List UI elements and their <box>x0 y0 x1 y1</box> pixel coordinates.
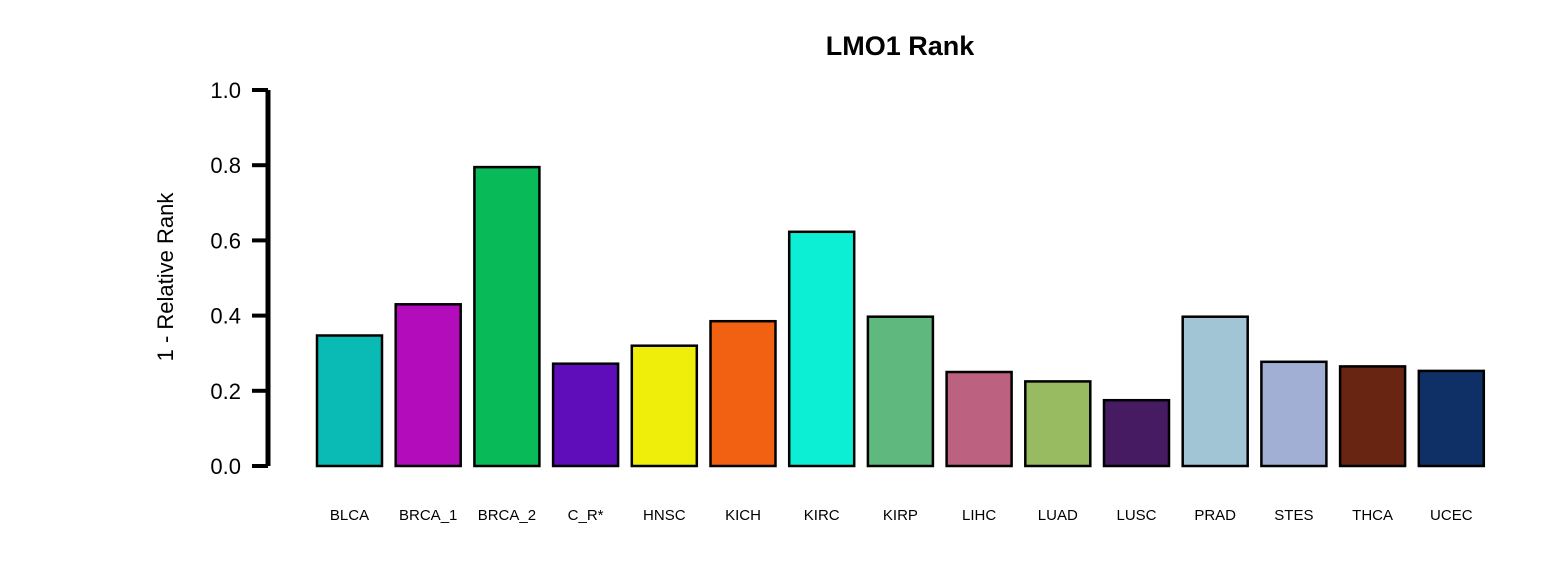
bar-kirp <box>866 315 935 468</box>
y-tick-label: 0.0 <box>210 454 241 479</box>
bar-ucec <box>1417 369 1486 468</box>
x-tick-label: BRCA_1 <box>399 507 457 524</box>
bar-thca <box>1338 365 1407 468</box>
bar-stes <box>1260 360 1328 468</box>
x-tick-labels: BLCA BRCA_1 BRCA_2 C_R* HNSC KICH KIRC KIRP LIHC… <box>330 507 1473 524</box>
y-tick-label: 1.0 <box>210 78 241 103</box>
y-tick-label: 0.6 <box>210 228 241 253</box>
bar-lihc <box>945 370 1013 468</box>
x-tick-label: PRAD <box>1194 507 1236 524</box>
bar-prad <box>1181 315 1249 468</box>
x-tick-label: C_R* <box>568 507 604 524</box>
y-tick-label: 0.8 <box>210 153 241 178</box>
x-tick-label: LUSC <box>1116 507 1156 524</box>
x-tick-label: BLCA <box>330 507 369 524</box>
bar-brca-2 <box>473 165 541 468</box>
bars-group <box>315 165 1486 468</box>
bar-kich <box>709 319 777 468</box>
y-axis: 0.0 0.2 0.4 0.6 0.8 1.0 <box>210 78 271 479</box>
x-tick-label: KIRC <box>804 507 840 524</box>
x-tick-label: KICH <box>725 507 761 524</box>
x-tick-label: KIRP <box>883 507 918 524</box>
x-tick-label: THCA <box>1352 507 1393 524</box>
bar-blca <box>315 334 384 468</box>
y-tick-label: 0.4 <box>210 304 241 329</box>
bar-luad <box>1024 380 1092 468</box>
x-tick-label: UCEC <box>1430 507 1473 524</box>
y-axis-label: 1 - Relative Rank <box>153 192 178 362</box>
bar-hnsc <box>630 344 699 468</box>
bar-lusc <box>1102 398 1171 468</box>
x-tick-label: HNSC <box>643 507 686 524</box>
chart-title: LMO1 Rank <box>826 31 976 61</box>
x-tick-label: BRCA_2 <box>478 507 536 524</box>
x-tick-label: LUAD <box>1038 507 1078 524</box>
x-tick-label: STES <box>1274 507 1313 524</box>
bar-c-r <box>551 362 620 468</box>
x-tick-label: LIHC <box>962 507 996 524</box>
bar-brca-1 <box>394 303 462 468</box>
bar-kirc <box>787 230 856 468</box>
y-tick-label: 0.2 <box>210 379 241 404</box>
